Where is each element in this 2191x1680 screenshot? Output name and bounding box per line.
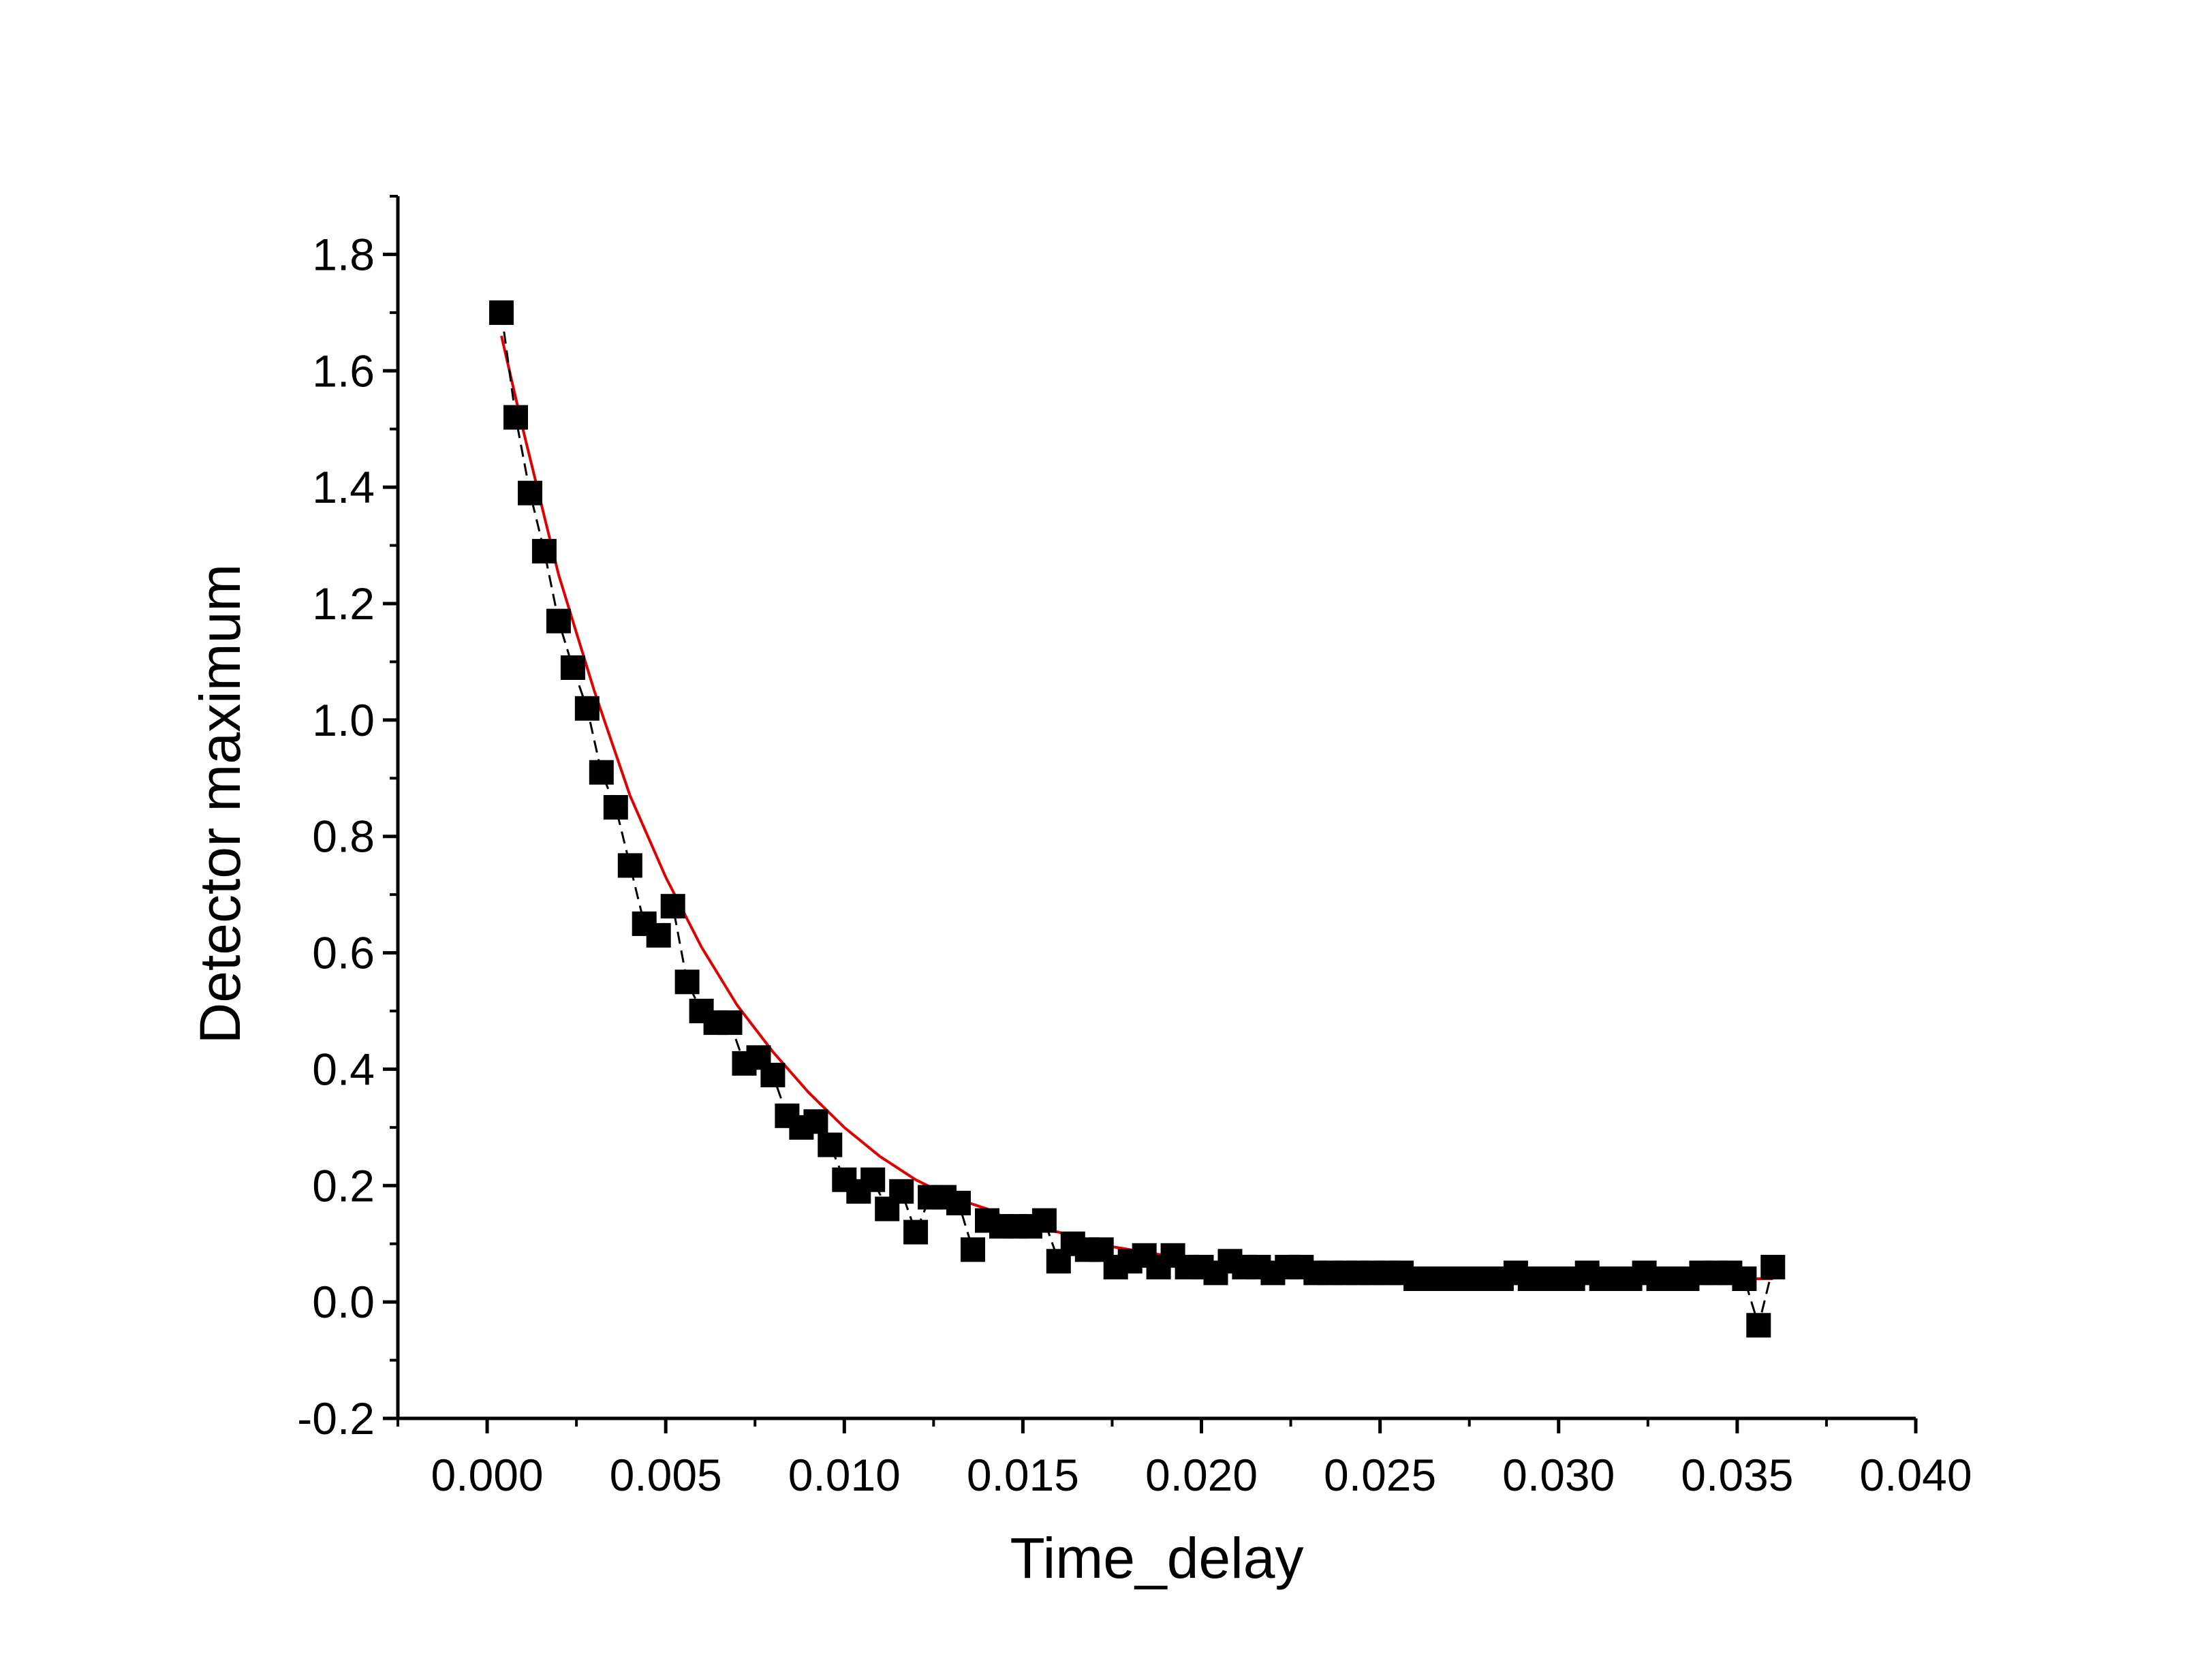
data-point: [1760, 1254, 1786, 1279]
data-point: [674, 969, 700, 995]
data-points: [489, 300, 1786, 1338]
data-point: [646, 922, 671, 948]
data-point: [503, 405, 528, 430]
x-tick-label: 0.020: [1145, 1450, 1258, 1500]
fit-curve: [500, 335, 1773, 1280]
x-tick-label: 0.025: [1324, 1450, 1436, 1500]
y-tick-label: -0.2: [297, 1393, 375, 1444]
x-tick-label: 0.005: [610, 1450, 722, 1500]
data-point: [717, 1010, 743, 1036]
x-tick-label: 0.015: [967, 1450, 1079, 1500]
data-point: [818, 1132, 843, 1157]
y-tick-label: 0.8: [312, 811, 375, 862]
data-point: [574, 696, 600, 721]
data-point: [489, 300, 514, 325]
data-point: [760, 1063, 786, 1087]
data-point: [603, 795, 628, 820]
x-tick-label: 0.000: [431, 1450, 543, 1500]
y-tick-label: 1.0: [312, 695, 375, 745]
fit-line: [500, 335, 1773, 1280]
data-point: [518, 480, 542, 505]
y-tick-label: 0.2: [312, 1160, 375, 1211]
data-point: [1732, 1266, 1757, 1291]
y-tick-label: 1.2: [312, 578, 375, 629]
data-point: [803, 1109, 828, 1134]
data-point: [860, 1167, 886, 1192]
data-point: [1031, 1208, 1057, 1233]
x-tick-label: 0.030: [1502, 1450, 1615, 1500]
data-point: [589, 760, 614, 785]
data-point: [946, 1190, 971, 1215]
data-point: [903, 1219, 929, 1245]
data-point: [531, 539, 557, 564]
axes: -0.2 0.0 0.2 0.4 0.6 0.8 1.0 1.2 1.4 1.6 1.8 0.000 0…: [297, 195, 1972, 1500]
data-point: [889, 1179, 914, 1204]
data-point: [1746, 1313, 1771, 1338]
y-tick-label: 0.6: [312, 928, 375, 978]
y-tick-label: 1.4: [312, 462, 375, 512]
y-tick-label: 0.0: [312, 1277, 375, 1327]
y-axis-title: Detector maximum: [188, 564, 252, 1044]
y-tick-label: 0.4: [312, 1044, 375, 1094]
data-connector-line: [500, 312, 1774, 1329]
x-tick-label: 0.035: [1681, 1450, 1793, 1500]
data-point: [560, 655, 585, 680]
data-point: [660, 894, 685, 919]
x-tick-label: 0.010: [788, 1450, 901, 1500]
x-axis-title: Time_delay: [1010, 1526, 1303, 1590]
x-tick-label: 0.040: [1859, 1450, 1972, 1500]
y-tick-label: 1.8: [312, 229, 375, 279]
data-point: [617, 853, 642, 878]
y-tick-label: 1.6: [312, 345, 375, 396]
data-point: [961, 1237, 985, 1262]
data-point: [546, 608, 571, 634]
